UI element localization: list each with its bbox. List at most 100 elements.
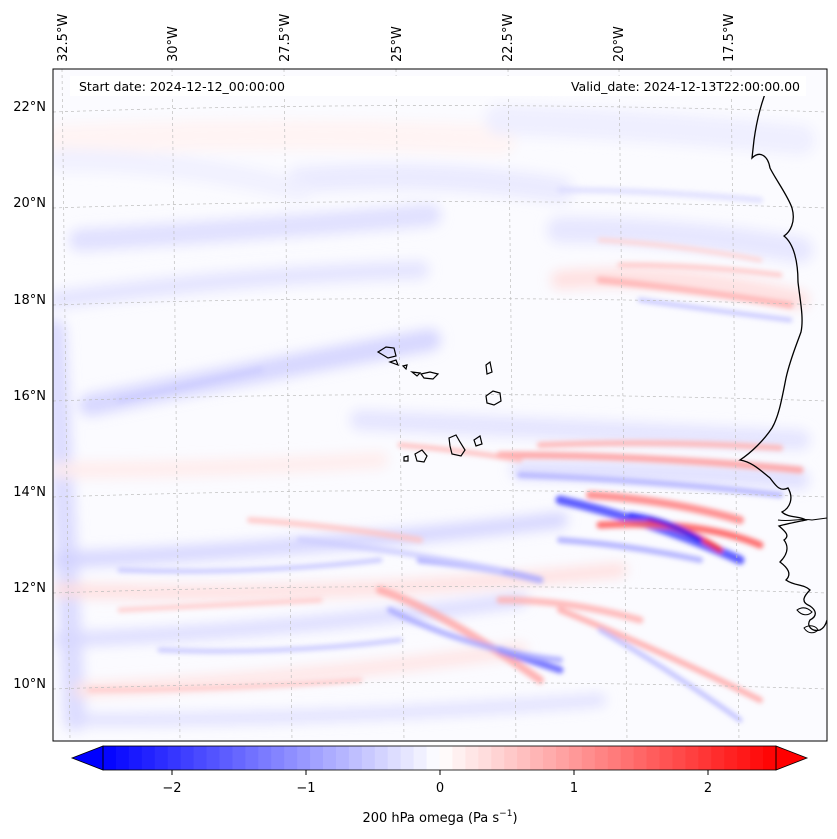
omega-streak	[617, 262, 783, 278]
omega-band	[53, 319, 86, 731]
colorbar-bin	[400, 746, 415, 770]
omega-streak	[247, 517, 423, 543]
lat-label: 12°N	[13, 581, 46, 596]
lon-label: 27.5°W	[278, 14, 293, 62]
colorbar-bin	[439, 746, 454, 770]
colorbar-bin	[413, 746, 428, 770]
cape-verde-islands	[376, 346, 502, 463]
coastline-guinea-islands	[796, 607, 819, 634]
colorbar-tick-label: 2	[704, 781, 712, 796]
colorbar-bin	[297, 746, 311, 770]
omega-streak	[586, 491, 744, 524]
colorbar-bin	[724, 746, 738, 770]
omega-band	[53, 593, 527, 647]
omega-band	[547, 217, 813, 263]
colorbar-bin	[206, 746, 221, 770]
omega-streak	[557, 187, 763, 203]
colorbar-bin	[167, 746, 182, 770]
omega-band	[485, 105, 815, 155]
omega-streak	[87, 677, 363, 693]
colorbar-bin	[633, 746, 648, 770]
lat-axis-labels: 22°N 20°N 18°N 16°N 14°N 12°N 10°N	[13, 100, 46, 692]
colorbar-bin	[750, 746, 764, 770]
lon-gridline	[61, 69, 71, 741]
colorbar-bin	[103, 746, 117, 770]
lon-label: 20°W	[612, 26, 627, 62]
colorbar-bin	[323, 746, 337, 770]
colorbar-ticks	[171, 770, 709, 775]
lat-label: 20°N	[13, 196, 46, 211]
coastline-gambia	[777, 517, 827, 522]
colorbar-bin	[555, 746, 570, 770]
omega-field	[53, 105, 815, 731]
lon-label: 25°W	[390, 26, 405, 62]
omega-streak	[496, 596, 644, 624]
colorbar-bin	[374, 746, 389, 770]
colorbar-bin	[348, 746, 363, 770]
omega-band	[53, 149, 311, 201]
omega-streak	[117, 367, 263, 403]
colorbar-bin	[504, 746, 518, 770]
valid-date-label: Valid_date: 2024-12-13T22:00:00.00	[571, 79, 800, 94]
field-detail	[87, 187, 804, 723]
lon-gridline	[283, 69, 293, 741]
colorbar-bin	[193, 746, 208, 770]
colorbar-title: 200 hPa omega (Pa s−1)	[362, 809, 517, 826]
omega-streak	[117, 557, 383, 574]
omega-streak	[596, 520, 764, 549]
colorbar-bin	[232, 746, 246, 770]
colorbar-bins	[103, 746, 777, 770]
colorbar-bin	[219, 746, 234, 770]
colorbar-bin	[763, 746, 777, 770]
lat-gridline	[53, 490, 827, 498]
omega-band	[74, 694, 606, 726]
colorbar-tick-label: 0	[436, 781, 444, 796]
omega-streak	[637, 297, 793, 323]
omega-band	[69, 204, 441, 251]
colorbar-bin	[568, 746, 583, 770]
omega-streak	[397, 442, 523, 463]
coastline-africa	[738, 83, 827, 632]
omega-streak	[157, 637, 403, 654]
colorbar-bin	[607, 746, 622, 770]
lon-label: 17.5°W	[722, 14, 737, 62]
colorbar-tick-label: −2	[162, 781, 181, 796]
lat-gridline	[53, 298, 827, 306]
omega-streak	[297, 537, 503, 573]
info-strip	[70, 76, 806, 96]
colorbar-bin	[310, 746, 324, 770]
lon-axis-labels: 32.5°W 30°W 27.5°W 25°W 22.5°W 20°W 17.5…	[56, 14, 737, 62]
lat-gridline	[53, 105, 827, 113]
omega-streak	[627, 512, 703, 543]
colorbar-bin	[387, 746, 402, 770]
lat-label: 16°N	[13, 389, 46, 404]
lat-gridline	[53, 394, 827, 402]
colorbar-bin	[180, 746, 195, 770]
omega-streak	[596, 276, 794, 309]
lat-label: 22°N	[13, 100, 46, 115]
lon-gridline	[730, 69, 740, 741]
colorbar-bin	[128, 746, 143, 770]
omega-band	[53, 120, 515, 155]
omega-streak	[597, 237, 763, 263]
colorbar-bin	[491, 746, 505, 770]
omega-streak	[387, 607, 563, 663]
colorbar-bin	[154, 746, 169, 770]
colorbar: −2 −1 0 1 2 200 hPa omega (Pa s−1)	[70, 745, 809, 826]
colorbar-bin	[672, 746, 687, 770]
omega-band	[511, 461, 809, 489]
lat-label: 14°N	[13, 485, 46, 500]
lat-gridline	[53, 682, 827, 690]
lon-gridline	[618, 69, 628, 741]
colorbar-bin	[335, 746, 350, 770]
omega-streak	[537, 440, 783, 451]
colorbar-bin	[685, 746, 699, 770]
colorbar-bin	[530, 746, 544, 770]
start-date-label: Start date: 2024-12-12_00:00:00	[79, 79, 285, 94]
lat-gridline	[53, 201, 827, 209]
lat-label: 10°N	[13, 677, 46, 692]
omega-band	[53, 512, 568, 568]
colorbar-bin	[594, 746, 609, 770]
colorbar-bin	[737, 746, 751, 770]
